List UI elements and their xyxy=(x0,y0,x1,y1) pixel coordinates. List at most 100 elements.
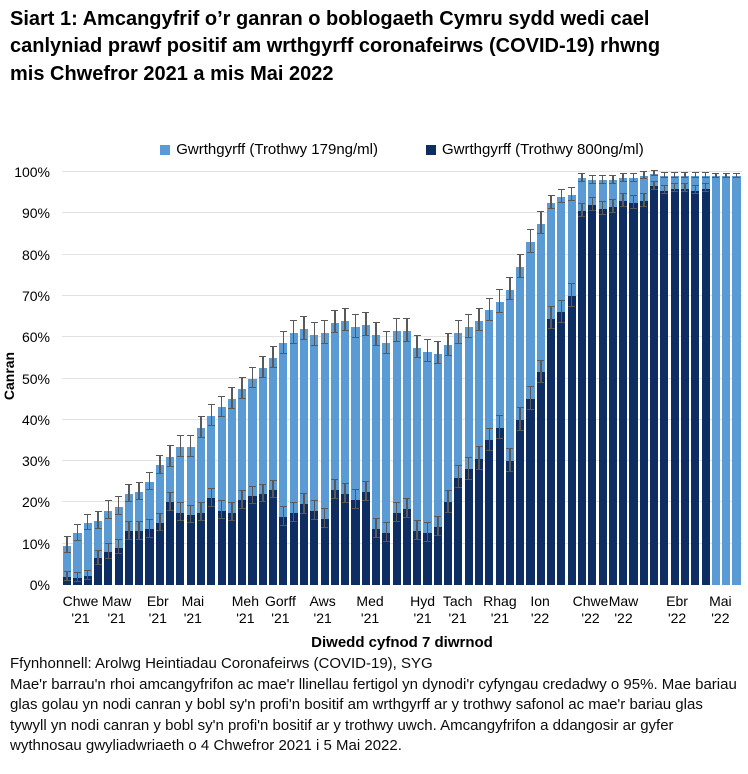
y-tick-label: 40% xyxy=(21,411,50,428)
error-bar xyxy=(63,570,71,581)
error-bar xyxy=(424,338,432,363)
bar-segment-dark xyxy=(83,575,92,585)
error-bar xyxy=(434,341,442,365)
bar-segment-dark xyxy=(248,496,257,585)
bar-segment-dark xyxy=(145,529,154,585)
error-bar xyxy=(362,481,370,502)
x-axis-title: Diwedd cyfnod 7 diwrnod xyxy=(311,634,493,651)
x-tick-label: Med '21 xyxy=(356,593,384,626)
error-bar xyxy=(465,456,473,481)
error-bar xyxy=(496,289,504,313)
gridline xyxy=(62,294,742,296)
x-tick-label: Mai '22 xyxy=(709,593,732,626)
bar-week xyxy=(464,172,473,585)
bar-segment-dark xyxy=(330,490,339,585)
bar-week xyxy=(248,172,257,585)
bar-segment-light xyxy=(63,545,72,585)
x-tick-label: Mai '21 xyxy=(181,593,205,626)
error-bar xyxy=(321,320,329,344)
y-tick-label: 10% xyxy=(21,535,50,552)
bar-segment-dark xyxy=(155,523,164,585)
bar-week xyxy=(135,172,144,585)
bar-week xyxy=(454,172,463,585)
bar-segment-light xyxy=(341,320,350,585)
y-tick-label: 60% xyxy=(21,329,50,346)
bar-segment-dark xyxy=(196,512,206,585)
error-bar xyxy=(176,434,184,457)
error-bar xyxy=(434,516,442,537)
bar-week xyxy=(114,172,123,585)
bar-segment-dark xyxy=(320,518,329,585)
bar-segment-light xyxy=(351,326,360,585)
bar-week xyxy=(516,172,525,585)
bar-segment-dark xyxy=(217,510,226,585)
error-bar xyxy=(146,471,154,491)
chart-region: Canran 0% 10% 20% 30% 40% 50% 60% 70% 80% 90% 100%… xyxy=(0,164,748,662)
bar-segment-dark xyxy=(588,205,597,585)
bar-week xyxy=(361,172,370,585)
error-bar xyxy=(115,539,123,555)
error-bar xyxy=(104,543,112,559)
legend: Gwrthgyrff (Trothwy 179ng/ml) Gwrthgyrff … xyxy=(62,141,742,158)
bar-week xyxy=(474,172,484,585)
bar-segment-dark xyxy=(269,490,278,585)
error-bar xyxy=(485,427,493,452)
bar-week xyxy=(341,172,350,585)
bar-week xyxy=(196,172,206,585)
bar-segment-dark xyxy=(547,318,556,585)
bar-segment-light xyxy=(423,351,432,585)
bar-week xyxy=(217,172,226,585)
error-bar xyxy=(671,183,679,192)
error-bar xyxy=(94,510,102,530)
gridline xyxy=(62,418,742,420)
error-bar xyxy=(248,366,256,389)
bar-segment-light xyxy=(711,176,720,585)
error-bar xyxy=(228,502,236,521)
bar-segment-dark xyxy=(392,512,401,585)
bar-segment-light xyxy=(279,343,288,585)
error-bar xyxy=(732,172,740,178)
x-tick-label: Tach '21 xyxy=(442,593,473,626)
footer-source: Ffynhonnell: Arolwg Heintiadau Coronafei… xyxy=(10,655,433,672)
bar-segment-dark xyxy=(372,529,381,585)
bar-week xyxy=(722,172,731,585)
error-bar xyxy=(537,210,545,235)
bar-week xyxy=(433,172,442,585)
bar-segment-dark xyxy=(608,207,617,585)
bar-segment-light xyxy=(444,345,453,585)
bar-segment-dark xyxy=(619,200,628,585)
bar-segment-dark xyxy=(238,500,247,585)
error-bar xyxy=(712,172,720,178)
error-bar xyxy=(300,316,308,340)
error-bar xyxy=(660,172,668,179)
bar-week xyxy=(176,172,185,585)
error-bar xyxy=(73,523,81,541)
bar-segment-dark xyxy=(361,492,370,585)
bar-week xyxy=(166,172,175,585)
error-bar xyxy=(341,307,349,332)
error-bar xyxy=(238,490,246,509)
bar-segment-light xyxy=(413,347,422,585)
error-bar xyxy=(125,521,133,540)
bar-segment-dark xyxy=(454,477,463,585)
error-bar xyxy=(310,499,318,520)
error-bar xyxy=(197,502,205,521)
error-bar xyxy=(413,520,421,541)
error-bar xyxy=(475,307,483,332)
bar-segment-dark xyxy=(93,558,103,585)
error-bar xyxy=(341,483,349,504)
bar-week xyxy=(330,172,339,585)
error-bar xyxy=(516,407,524,431)
bar-week xyxy=(93,172,103,585)
error-bar xyxy=(279,330,287,355)
bar-segment-light xyxy=(454,333,463,585)
bar-week xyxy=(83,172,92,585)
bar-week xyxy=(382,172,391,585)
x-tick-label: Maw '22 xyxy=(608,593,639,626)
x-tick-label: Meh '21 xyxy=(231,593,260,626)
error-bar xyxy=(403,318,411,342)
error-bar xyxy=(681,172,689,179)
error-bar xyxy=(444,489,452,514)
gridline xyxy=(62,336,742,338)
error-bar xyxy=(187,504,195,524)
